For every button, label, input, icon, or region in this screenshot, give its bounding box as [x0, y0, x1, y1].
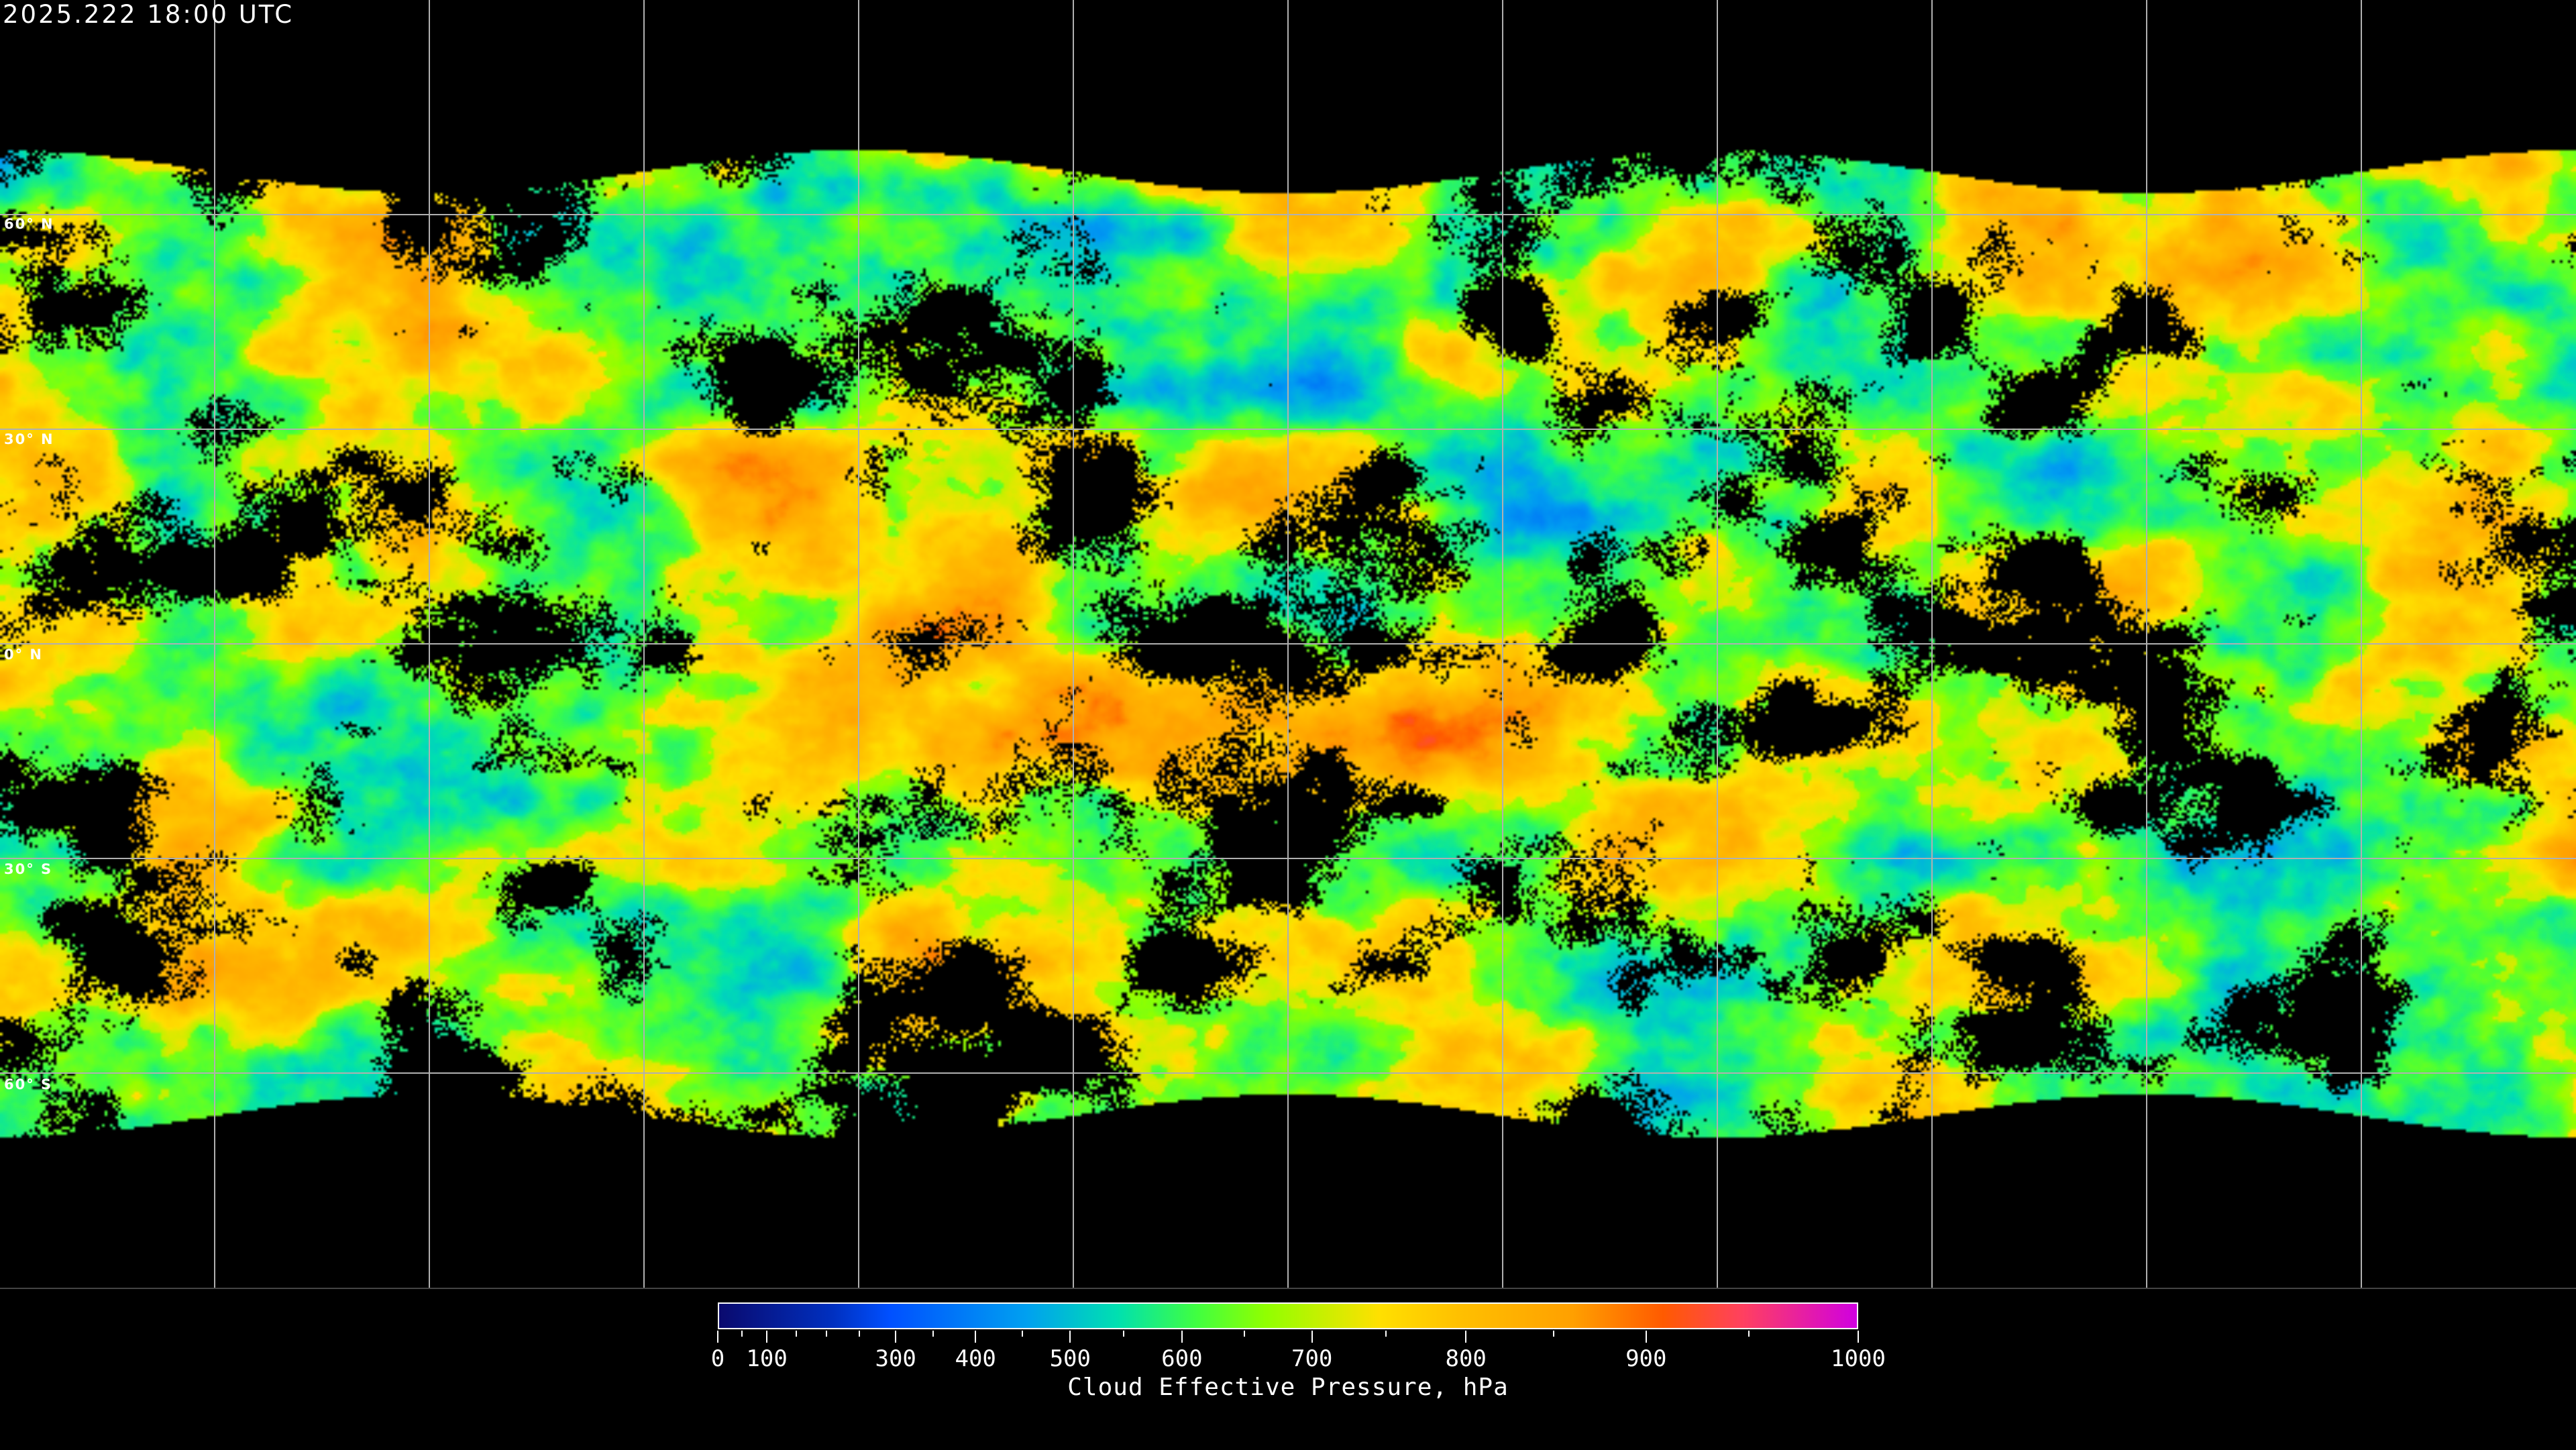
colorbar-tick-label: 500 — [1049, 1345, 1091, 1372]
colorbar-tick — [975, 1331, 977, 1343]
lat-label-30s: 30° S — [4, 861, 53, 877]
lat-label-0n: 0° N — [4, 647, 43, 663]
colorbar-tick — [895, 1331, 897, 1343]
colorbar-tick — [1181, 1331, 1183, 1343]
colorbar-tick — [741, 1331, 743, 1337]
colorbar-tick — [717, 1331, 718, 1343]
colorbar-tick — [796, 1331, 798, 1337]
colorbar-tick-label: 900 — [1625, 1345, 1667, 1372]
colorbar-tick — [766, 1331, 768, 1343]
colorbar-tick — [1385, 1331, 1387, 1337]
colorbar-tick — [1645, 1331, 1647, 1343]
lat-label-60n: 60° N — [4, 216, 54, 232]
colorbar-tick — [1858, 1331, 1859, 1343]
colorbar-tick — [1465, 1331, 1467, 1343]
colorbar-tick — [1553, 1331, 1555, 1337]
colorbar-tick — [932, 1331, 934, 1337]
colorbar-tick-label: 1000 — [1831, 1345, 1886, 1372]
colorbar-ticks: 0 100 300 400 500 600 700 800 900 1000 — [711, 1331, 1886, 1391]
colorbar-tick — [1748, 1331, 1750, 1337]
colorbar-tick — [858, 1331, 860, 1337]
colorbar-label: Cloud Effective Pressure, hPa — [1067, 1374, 1509, 1401]
colorbar-tick — [1069, 1331, 1071, 1343]
colorbar-tick — [825, 1331, 827, 1337]
timestamp-title: 2025.222 18:00 UTC — [3, 0, 294, 29]
colorbar-tick-label: 400 — [955, 1345, 996, 1372]
colorbar-tick-label: 100 — [746, 1345, 788, 1372]
colorbar-tick — [1244, 1331, 1246, 1337]
colorbar-tick-label: 700 — [1291, 1345, 1333, 1372]
lat-label-60s: 60° S — [4, 1076, 53, 1093]
colorbar-tick-label: 600 — [1161, 1345, 1203, 1372]
colorbar-tick-label: 0 — [710, 1345, 725, 1372]
lat-label-30n: 30° N — [4, 431, 54, 447]
colorbar-tick — [1311, 1331, 1313, 1343]
colorbar-tick-label: 300 — [875, 1345, 916, 1372]
colorbar-tick — [1021, 1331, 1023, 1337]
colorbar — [718, 1302, 1858, 1329]
colorbar-tick — [1123, 1331, 1125, 1337]
colorbar-tick-label: 800 — [1445, 1345, 1487, 1372]
graticule — [0, 0, 2576, 1288]
